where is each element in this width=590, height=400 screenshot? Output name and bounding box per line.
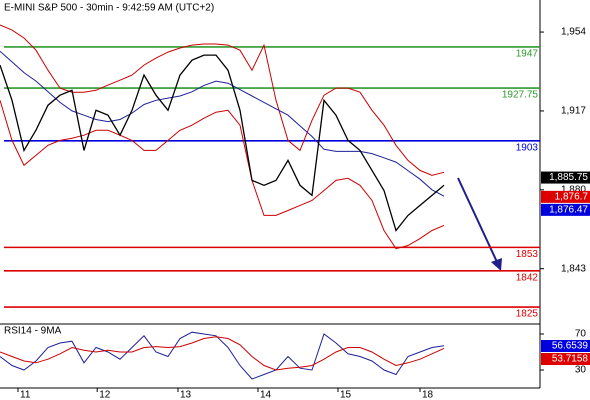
y-tick-label: 1,843 <box>561 263 586 274</box>
price-marker-label: 1,885.75 <box>549 172 588 183</box>
series-line <box>0 50 445 197</box>
y-tick-label: 30 <box>575 365 587 376</box>
level-label: 1903 <box>516 142 539 153</box>
price-marker <box>541 353 590 366</box>
price-marker-label: 1,876.47 <box>549 204 588 215</box>
price-marker <box>541 190 590 203</box>
y-tick-label: 1,917 <box>561 106 586 117</box>
price-marker-label: 53.7158 <box>552 354 589 365</box>
level-label: 1825 <box>516 309 539 320</box>
x-tick-label: 14 <box>260 390 272 400</box>
price-marker <box>541 171 590 184</box>
series-line <box>0 24 445 176</box>
level-label: 1842 <box>516 272 539 283</box>
level-label: 1947 <box>516 49 539 60</box>
x-tick-label: 15 <box>340 390 352 400</box>
price-marker <box>541 340 590 353</box>
y-tick-label: 1,954 <box>561 27 586 38</box>
x-tick-label: 12 <box>99 390 111 400</box>
series-line <box>0 336 445 371</box>
level-label: 1853 <box>516 249 539 260</box>
series-line <box>0 100 445 250</box>
x-tick-label: 13 <box>180 390 192 400</box>
x-tick-label: 11 <box>20 390 31 400</box>
price-marker-label: 56.6539 <box>552 341 589 352</box>
y-tick-label: 1,880 <box>561 184 586 195</box>
price-marker <box>541 203 590 216</box>
y-tick-label: 70 <box>575 329 587 340</box>
series-line <box>0 54 445 232</box>
level-label: 1927.75 <box>502 90 539 101</box>
price-marker-label: 1,876.7 <box>555 191 589 202</box>
x-tick-label: 18 <box>422 390 434 400</box>
rsi-title: RSI14 - 9MA <box>4 326 62 337</box>
chart-title: E-MINI S&P 500 - 30min - 9:42:59 AM (UTC… <box>4 3 214 14</box>
series-line <box>0 331 445 380</box>
